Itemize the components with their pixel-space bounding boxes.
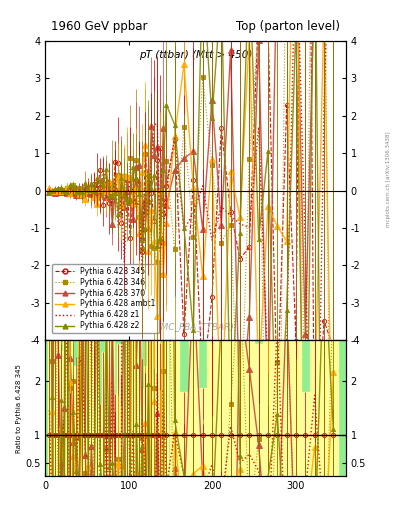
Text: Top (parton level): Top (parton level) [236,20,340,33]
Y-axis label: Ratio to Pythia 6.428 345: Ratio to Pythia 6.428 345 [16,364,22,453]
Text: (MC_FBA_TTBAR): (MC_FBA_TTBAR) [157,322,234,331]
Text: 1960 GeV ppbar: 1960 GeV ppbar [51,20,148,33]
Text: pT (ttbar) (Mtt > 450): pT (ttbar) (Mtt > 450) [139,50,252,60]
Text: mcplots.cern.ch [arXiv:1306.3438]: mcplots.cern.ch [arXiv:1306.3438] [386,132,391,227]
Legend: Pythia 6.428 345, Pythia 6.428 346, Pythia 6.428 370, Pythia 6.428 ambt1, Pythia: Pythia 6.428 345, Pythia 6.428 346, Pyth… [52,264,159,333]
